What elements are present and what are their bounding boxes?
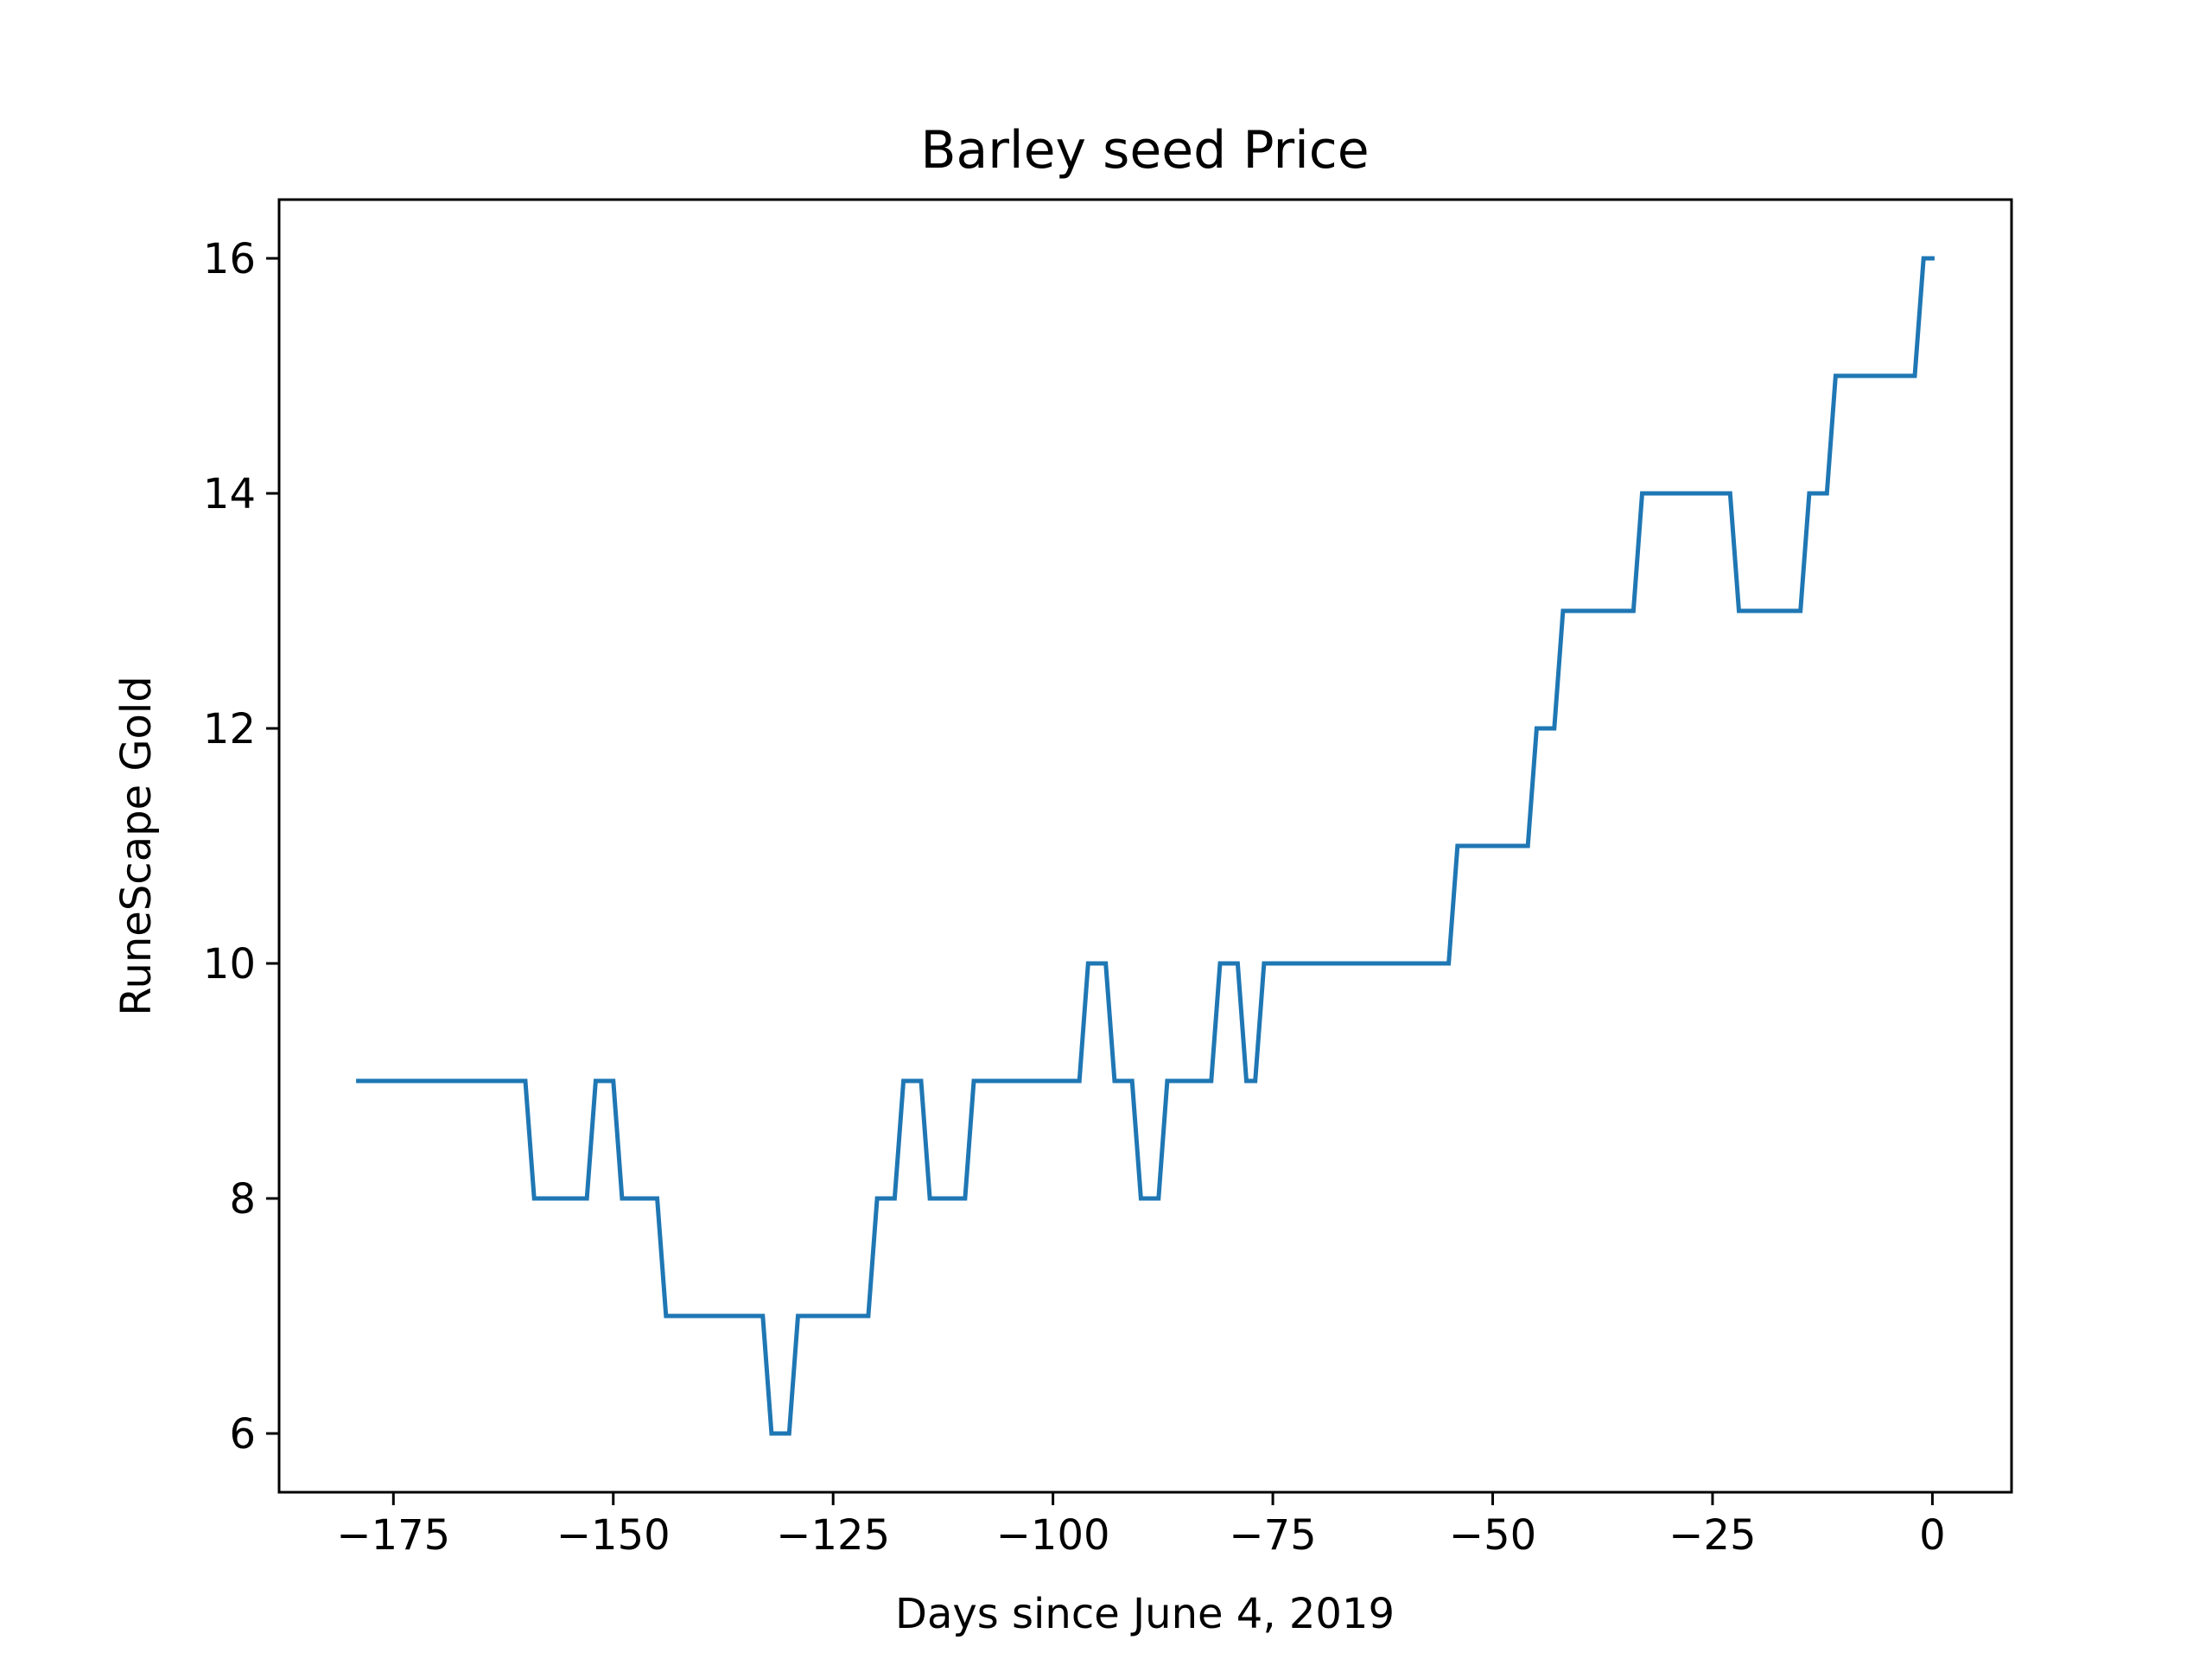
x-tick-label: −50 [1449,1511,1536,1560]
x-tick-label: −75 [1229,1511,1316,1560]
x-tick-label: −150 [556,1511,671,1560]
x-tick-label: −25 [1669,1511,1756,1560]
y-tick-label: 6 [229,1410,256,1459]
x-tick-label: 0 [1919,1511,1946,1560]
y-axis-label: RuneScape Gold [112,676,161,1015]
x-tick-label: −100 [996,1511,1110,1560]
price-series-line [356,256,1935,1436]
x-tick-label: −125 [776,1511,890,1560]
y-tick-label: 14 [203,470,256,518]
y-tick-label: 8 [229,1175,256,1224]
chart-title: Barley seed Price [920,120,1369,181]
y-tick-label: 16 [203,235,256,283]
x-axis-label: Days since June 4, 2019 [895,1590,1395,1638]
x-tick-label: −175 [336,1511,450,1560]
y-axis-ticks: 6 8 10 12 14 16 [203,235,279,1459]
x-axis-ticks: −175 −150 −125 −100 −75 −50 −25 0 [336,1492,1946,1560]
plot-frame [277,198,2013,1494]
y-tick-label: 12 [203,705,256,753]
y-tick-label: 10 [203,940,256,988]
